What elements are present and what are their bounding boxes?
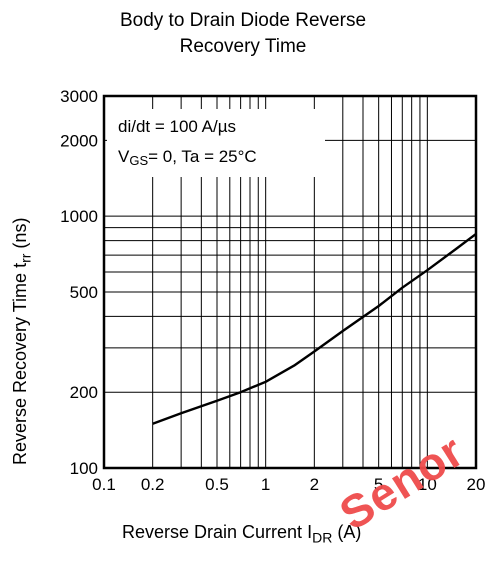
y-axis-symbol-sub: rr — [17, 253, 34, 263]
x-axis-symbol: I — [307, 522, 313, 542]
data-series-line — [152, 232, 477, 425]
annotation-line-2: VGS= 0, Ta = 25°C — [118, 147, 257, 168]
annotation-box — [107, 109, 325, 177]
y-tick-label: 200 — [70, 383, 98, 402]
y-tick-label: 1000 — [60, 207, 98, 226]
x-tick-label: 1 — [261, 475, 270, 494]
chart-title-line-1: Body to Drain Diode Reverse — [119, 10, 367, 31]
y-tick-label: 500 — [70, 283, 98, 302]
x-tick-label: 5 — [374, 475, 383, 494]
x-tick-label: 10 — [418, 475, 437, 494]
y-axis-symbol: t — [10, 262, 30, 268]
chart-title-line-2: Recovery Time — [179, 36, 307, 57]
y-tick-label: 100 — [70, 459, 98, 478]
x-tick-label: 0.5 — [205, 475, 229, 494]
x-axis-label: Reverse Drain Current IDR (A) — [122, 522, 361, 546]
x-axis-label-text: Reverse Drain Current — [122, 522, 303, 542]
y-tick-label: 2000 — [60, 131, 98, 150]
x-axis-symbol-sub: DR — [312, 529, 333, 546]
x-tick-label: 2 — [310, 475, 319, 494]
annotation-line-1: di/dt = 100 A/µs — [118, 117, 236, 136]
x-axis-unit: (A) — [337, 522, 362, 542]
y-tick-label: 3000 — [60, 87, 98, 106]
x-tick-label: 0.1 — [92, 475, 116, 494]
x-tick-label: 0.2 — [141, 475, 165, 494]
y-axis-label: Reverse Recovery Time trr (ns) — [10, 218, 34, 465]
y-axis-unit: (ns) — [10, 217, 30, 249]
y-axis-label-text: Reverse Recovery Time — [10, 272, 30, 465]
plot-frame — [102, 94, 478, 470]
x-tick-label: 20 — [467, 475, 486, 494]
